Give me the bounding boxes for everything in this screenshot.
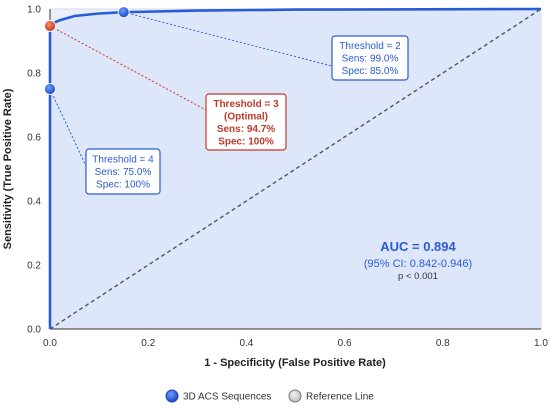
threshold-points [44, 6, 130, 95]
auc-title: AUC = 0.894 [380, 239, 456, 254]
threshold-callout-text-1-2: Sens: 94.7% [217, 124, 275, 135]
threshold-callout-text-2-1: Sens: 75.0% [95, 167, 152, 178]
roc-area-fill [50, 9, 541, 329]
auc-ci: (95% CI: 0.842-0.946) [364, 258, 472, 270]
x-tick-label-1: 0.2 [141, 338, 155, 349]
y-tick-label-0: 0.0 [27, 325, 41, 336]
tick-labels: 0.0 0.2 0.4 0.6 0.8 1.0 0.0 0.2 0.4 0.6 0.8 1.0 [27, 5, 548, 350]
legend: 3D ACS Sequences Reference Line [165, 389, 374, 403]
x-tick-label-0: 0.0 [43, 338, 57, 349]
roc-area [50, 9, 541, 329]
threshold-callout-box-1 [205, 93, 287, 151]
auc-p-value: p < 0.001 [398, 271, 438, 282]
legend-label-1: Reference Line [306, 392, 374, 403]
leader-line-1 [49, 25, 207, 111]
legend-item-0: 3D ACS Sequences [165, 389, 271, 403]
threshold-callout-text-0-0: Threshold = 2 [339, 41, 401, 52]
threshold-point-2 [44, 83, 56, 95]
y-axis-title: Sensitivity (True Positive Rate) [2, 88, 14, 249]
legend-item-1: Reference Line [288, 389, 374, 403]
x-tick-label-4: 0.8 [436, 338, 450, 349]
threshold-point-1 [44, 20, 56, 32]
threshold-callout-box-2 [85, 148, 161, 195]
legend-marker-0 [165, 389, 179, 403]
legend-marker-1 [288, 389, 302, 403]
threshold-callout-text-1-1: (Optimal) [224, 111, 268, 122]
threshold-callout-text-2-0: Threshold = 4 [92, 155, 154, 166]
auc-annotation: AUC = 0.894 (95% CI: 0.842-0.946) p < 0.… [364, 239, 472, 282]
threshold-callout-box-0 [331, 35, 409, 81]
x-tick-label-5: 1.0 [534, 338, 548, 349]
threshold-callout-text-1-0: Threshold = 3 [213, 99, 279, 110]
y-tick-label-1: 0.2 [27, 261, 41, 272]
y-tick-label-5: 1.0 [27, 5, 41, 16]
x-axis-title: 1 - Specificity (False Positive Rate) [204, 357, 386, 369]
leader-lines [49, 11, 333, 167]
legend-label-0: 3D ACS Sequences [183, 392, 271, 403]
threshold-callout-text-1-3: Spec: 100% [218, 136, 274, 147]
y-tick-label-3: 0.6 [27, 133, 41, 144]
y-tick-label-2: 0.4 [27, 197, 41, 208]
threshold-callout-text-2-2: Spec: 100% [96, 180, 150, 191]
x-tick-label-2: 0.4 [239, 338, 253, 349]
threshold-callout-text-0-1: Sens: 99.0% [342, 54, 399, 65]
threshold-callout-1: Threshold = 3(Optimal) Sens: 94.7%Spec: 1… [205, 93, 287, 151]
x-tick-label-3: 0.6 [338, 338, 352, 349]
threshold-callout-0: Threshold = 2 Sens: 99.0%Spec: 85.0% [331, 35, 409, 81]
y-tick-label-4: 0.8 [27, 69, 41, 80]
threshold-callout-text-0-2: Spec: 85.0% [342, 66, 399, 77]
threshold-point-0 [117, 6, 130, 19]
